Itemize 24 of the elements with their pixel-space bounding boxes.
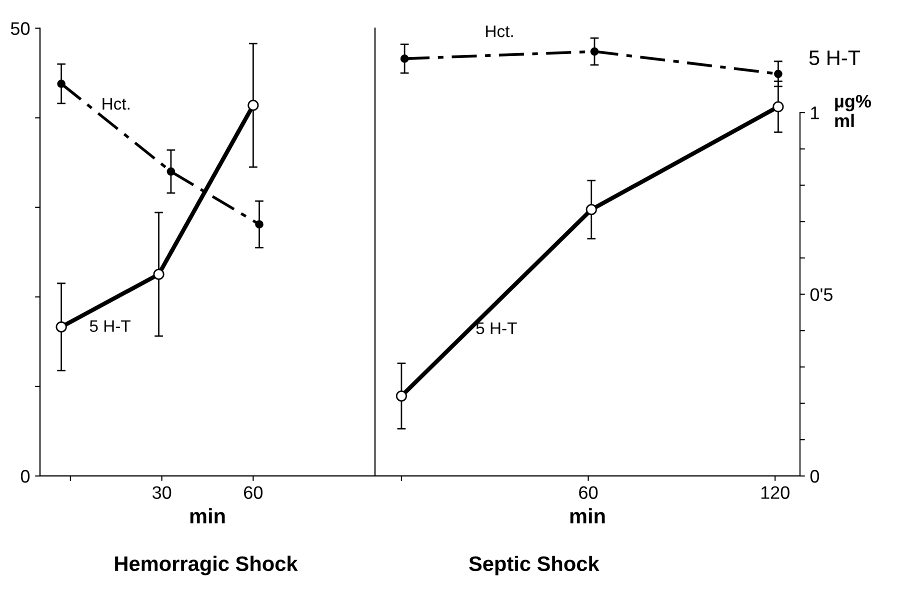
y2-tick-label: 0'5 [810, 288, 832, 301]
y2-tick-label: 0 [810, 470, 820, 483]
series-label: Hct. [486, 26, 513, 38]
x-axis-title: min [190, 508, 225, 524]
point [772, 101, 784, 112]
point [57, 80, 66, 88]
x-tick-label: 30 [152, 486, 172, 499]
text: Septic Shock [469, 556, 600, 576]
x-axis-title: min [570, 508, 605, 524]
text: µg% ml [835, 94, 872, 127]
y-tick-label: 50 [10, 22, 30, 35]
point [586, 204, 597, 216]
y2-axis-title: 5 H-T [809, 50, 860, 66]
point [166, 167, 176, 176]
x-tick-label: 60 [579, 486, 598, 499]
series-label: 5 H-T [90, 320, 130, 332]
series-label: 5 H-T [476, 322, 517, 334]
y2-tick-label: 1 [811, 106, 819, 120]
point [396, 390, 408, 402]
series-label: Hct. [102, 98, 130, 110]
x-tick-label: 120 [761, 486, 790, 499]
text: Hemorragic Shock [115, 556, 298, 576]
x-tick-label: 60 [244, 486, 263, 499]
point [255, 220, 264, 229]
